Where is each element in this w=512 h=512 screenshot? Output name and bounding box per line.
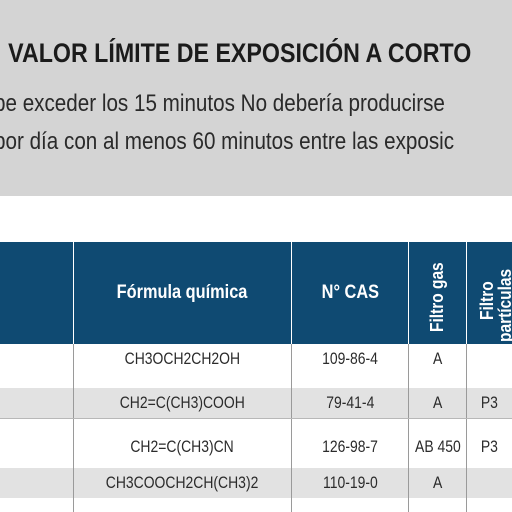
cell-gas-filter: A xyxy=(432,473,443,492)
cell-particle-filter: P3 xyxy=(480,393,499,412)
cell-cas: 110-19-0 xyxy=(322,473,378,492)
column-separator xyxy=(291,344,292,512)
cell-formula: CH3OCH2CH2OH xyxy=(124,349,241,368)
header-gas-filter: Filtro gas xyxy=(427,262,447,332)
cell-cas: 79-41-4 xyxy=(325,393,375,412)
table-row: CH2=C(CH3)CN 126-98-7 AB 450 P3 xyxy=(0,432,512,462)
cell-formula: CH2=C(CH3)COOH xyxy=(119,393,246,412)
table-header: Fórmula química N° CAS Filtro gas Filtro… xyxy=(0,242,512,344)
column-separator xyxy=(466,344,467,512)
header-cas: N° CAS xyxy=(321,282,379,303)
cell-gas-filter: A xyxy=(432,349,443,368)
table-row: CH2=C(CH3)COOH 79-41-4 A P3 xyxy=(0,388,512,418)
cell-gas-filter: AB 450 xyxy=(414,437,461,456)
header-separator xyxy=(73,242,74,344)
banner-title: : VALOR LÍMITE DE EXPOSICIÓN A CORTO xyxy=(0,38,472,68)
banner-text-line-2: por día con al menos 60 minutos entre la… xyxy=(0,128,455,155)
banner-text-line-1: be exceder los 15 minutos No debería pro… xyxy=(0,90,445,117)
exposure-table: Fórmula química N° CAS Filtro gas Filtro… xyxy=(0,242,512,512)
header-separator xyxy=(408,242,409,344)
cell-particle-filter: P3 xyxy=(480,437,499,456)
table-row: CH3COOCH2CH(CH3)2 110-19-0 A xyxy=(0,468,512,498)
row-divider xyxy=(0,418,512,419)
cell-formula: CH2=C(CH3)CN xyxy=(130,437,235,456)
cell-particle-filter xyxy=(467,468,512,498)
cell-gas-filter: A xyxy=(432,393,443,412)
header-particle-filter: Filtro partículas xyxy=(477,268,512,342)
cell-cas: 126-98-7 xyxy=(322,437,378,456)
column-separator xyxy=(73,344,74,512)
cell-formula: CH3COOCH2CH(CH3)2 xyxy=(106,473,259,492)
column-separator xyxy=(408,344,409,512)
header-separator xyxy=(466,242,467,344)
cell-particle-filter xyxy=(467,344,512,374)
table-row: CH3OCH2CH2OH 109-86-4 A xyxy=(0,344,512,374)
info-banner: : VALOR LÍMITE DE EXPOSICIÓN A CORTO be … xyxy=(0,0,512,196)
header-formula: Fórmula química xyxy=(117,282,248,303)
header-separator xyxy=(291,242,292,344)
cell-cas: 109-86-4 xyxy=(322,349,378,368)
